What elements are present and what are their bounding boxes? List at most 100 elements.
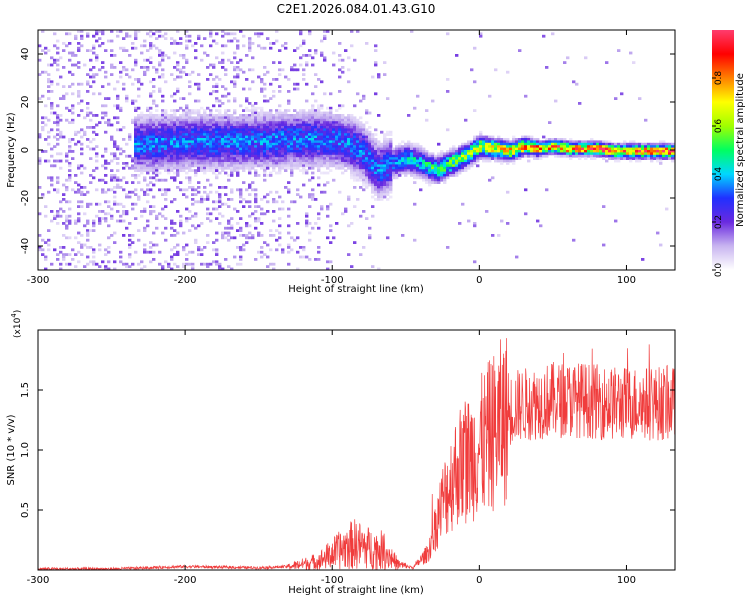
heatmap-cell [98, 217, 102, 220]
heatmap-cell [575, 154, 579, 158]
heatmap-cell [227, 109, 231, 112]
heatmap-cell [266, 128, 270, 132]
heatmap-cell [176, 68, 180, 72]
heatmap-cell [545, 66, 549, 69]
heatmap-cell [410, 162, 414, 165]
heatmap-cell [188, 162, 192, 165]
heatmap-cell [377, 73, 381, 76]
heatmap-cell [473, 46, 477, 50]
heatmap-cell [311, 176, 315, 180]
heatmap-cell [479, 133, 483, 136]
heatmap-cell [458, 169, 462, 172]
heatmap-cell [593, 142, 597, 146]
heatmap-cell [254, 198, 258, 201]
heatmap-cell [602, 152, 606, 156]
heatmap-cell [248, 154, 252, 158]
heatmap-cell [329, 123, 333, 127]
heatmap-cell [131, 234, 135, 237]
heatmap-cell [179, 116, 183, 120]
heatmap-cell [137, 154, 141, 158]
heatmap-cell [173, 99, 177, 103]
heatmap-cell [395, 169, 399, 172]
heatmap-cell [260, 166, 264, 170]
heatmap-cell [305, 214, 309, 218]
heatmap-cell [173, 78, 177, 81]
heatmap-cell [362, 188, 366, 192]
heatmap-cell [176, 171, 180, 175]
heatmap-cell [230, 267, 234, 270]
heatmap-cell [140, 121, 144, 124]
heatmap-cell [188, 130, 192, 134]
heatmap-cell [47, 85, 51, 88]
heatmap-cell [266, 123, 270, 127]
heatmap-cell [494, 147, 498, 151]
heatmap-cell [296, 150, 300, 153]
heatmap-cell [170, 169, 174, 172]
heatmap-cell [215, 116, 219, 120]
heatmap-cell [326, 121, 330, 124]
heatmap-cell [182, 164, 186, 168]
heatmap-cell [134, 202, 138, 206]
heatmap-cell [296, 142, 300, 146]
heatmap-cell [158, 75, 162, 79]
heatmap-cell [467, 142, 471, 146]
heatmap-cell [308, 128, 312, 132]
heatmap-cell [95, 214, 99, 218]
heatmap-cell [374, 176, 378, 180]
heatmap-cell [113, 66, 117, 69]
heatmap-cell [473, 140, 477, 144]
heatmap-cell [299, 147, 303, 151]
heatmap-cell [311, 142, 315, 146]
heatmap-cell [320, 51, 324, 55]
heatmap-cell [287, 207, 291, 211]
heatmap-cell [164, 162, 168, 165]
heatmap-cell [230, 150, 234, 153]
heatmap-cell [38, 135, 42, 139]
heatmap-cell [263, 121, 267, 124]
heatmap-cell [386, 176, 390, 180]
heatmap-cell [215, 217, 219, 220]
heatmap-cell [251, 121, 255, 124]
heatmap-cell [290, 154, 294, 158]
heatmap-cell [269, 157, 273, 160]
heatmap-cell [647, 152, 651, 156]
heatmap-cell [164, 121, 168, 124]
heatmap-cell [311, 114, 315, 117]
heatmap-cell [227, 147, 231, 151]
heatmap-cell [290, 152, 294, 156]
heatmap-cell [503, 145, 507, 148]
heatmap-cell [173, 116, 177, 120]
heatmap-cell [374, 152, 378, 156]
heatmap-cell [380, 190, 384, 194]
heatmap-cell [212, 140, 216, 144]
heatmap-cell [215, 190, 219, 194]
heatmap-cell [422, 159, 426, 163]
heatmap-cell [587, 147, 591, 151]
heatmap-cell [161, 231, 165, 235]
heatmap-cell [227, 116, 231, 120]
heatmap-cell [86, 238, 90, 242]
heatmap-cell [59, 56, 63, 60]
heatmap-cell [620, 145, 624, 148]
heatmap-cell [221, 162, 225, 165]
heatmap-cell [434, 171, 438, 175]
heatmap-cell [260, 109, 264, 112]
heatmap-cell [410, 30, 414, 33]
heatmap-cell [230, 224, 234, 228]
heatmap-cell [188, 154, 192, 158]
heatmap-cell [314, 116, 318, 120]
heatmap-cell [92, 66, 96, 69]
heatmap-cell [281, 207, 285, 211]
heatmap-cell [314, 258, 318, 261]
heatmap-cell [518, 157, 522, 160]
heatmap-cell [437, 181, 441, 184]
heatmap-cell [200, 130, 204, 134]
heatmap-cell [338, 138, 342, 141]
heatmap-cell [236, 169, 240, 172]
heatmap-cell [191, 150, 195, 153]
heatmap-cell [239, 226, 243, 230]
heatmap-cell [563, 61, 567, 64]
heatmap-cell [329, 109, 333, 112]
heatmap-cell [371, 195, 375, 199]
heatmap-cell [101, 164, 105, 168]
